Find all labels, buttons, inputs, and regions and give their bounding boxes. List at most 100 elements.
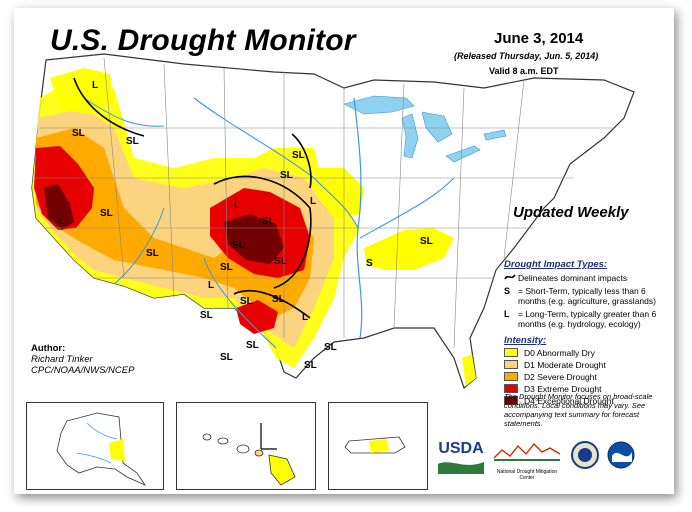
lake-michigan <box>401 113 419 159</box>
map-label: SL <box>146 248 159 259</box>
map-label: SL <box>262 216 275 227</box>
rio-grande <box>203 257 277 349</box>
short-term-key: S <box>504 286 511 296</box>
long-term-text: = Long-Term, typically greater than 6 mo… <box>518 309 657 329</box>
usda-wave-icon <box>438 462 484 474</box>
puerto-rico-inset <box>328 402 428 490</box>
legend-impact-line: Delineates dominant impacts <box>504 273 674 283</box>
commerce-seal <box>570 440 600 470</box>
ndmc-text: National Drought Mitigation Center <box>496 469 558 481</box>
d2-west <box>36 128 314 318</box>
ohio-river <box>359 177 455 239</box>
map-label: SL <box>232 240 245 251</box>
alaska-inset <box>26 402 164 490</box>
update-frequency: Updated Weekly <box>513 204 629 221</box>
d3-swatch <box>504 384 518 393</box>
map-label: SL <box>280 170 293 181</box>
intensity-heading: Intensity: <box>504 335 547 346</box>
d3-texas <box>236 300 278 334</box>
lake-superior <box>343 95 415 115</box>
d0-florida <box>462 354 476 386</box>
map-label: SL <box>200 310 213 321</box>
noaa-logo-icon <box>607 441 635 469</box>
colorado-river <box>113 207 165 285</box>
map-label: L <box>234 200 240 211</box>
d0-northwest <box>50 68 114 114</box>
d1-swatch <box>504 360 518 369</box>
map-label: L <box>208 280 214 291</box>
d0-swatch <box>504 348 518 357</box>
d0-southeast <box>364 228 454 270</box>
intensity-label: D3 Extreme Drought <box>524 383 602 394</box>
lake-ontario <box>483 129 507 141</box>
map-label: SL <box>220 352 233 363</box>
intensity-levels: D0 Abnormally Dry D1 Moderate Drought D2… <box>504 347 674 406</box>
intensity-row: D4 Exceptional Drought <box>504 395 674 406</box>
map-label: SL <box>324 342 337 353</box>
map-label: L <box>92 80 98 91</box>
map-label: SL <box>72 128 85 139</box>
legend-short-term: S = Short-Term, typically less than 6 mo… <box>504 286 674 306</box>
usda-text: USDA <box>438 440 484 457</box>
map-label: SL <box>220 262 233 273</box>
us-drought-map: L SL SL L SL SL SL L SL SL SL SL S SL SL… <box>31 53 635 423</box>
noaa-logo <box>606 440 636 470</box>
author-name: Richard Tinker <box>31 354 93 365</box>
author-org: CPC/NOAA/NWS/NCEP <box>31 365 135 376</box>
author-block: Author: Richard Tinker CPC/NOAA/NWS/NCEP <box>31 343 134 376</box>
boundary-line-icon <box>504 273 518 283</box>
map-label: SL <box>304 360 317 371</box>
hawaii-map <box>202 423 296 486</box>
d2-swatch <box>504 372 518 381</box>
impact-line-text: Delineates dominant impacts <box>518 273 628 283</box>
drought-monitor-frame: L SL SL L SL SL SL L SL SL SL SL S SL SL… <box>14 8 674 494</box>
d4-plains <box>224 214 284 264</box>
page-title: U.S. Drought Monitor <box>50 24 356 57</box>
usda-logo: USDA <box>438 440 484 480</box>
legend: Drought Impact Types: Delineates dominan… <box>504 259 674 406</box>
short-term-text: = Short-Term, typically less than 6 mont… <box>518 286 656 306</box>
puerto-rico-map <box>344 436 406 454</box>
intensity-row: D1 Moderate Drought <box>504 359 674 370</box>
lake-erie <box>445 145 481 163</box>
d4-california <box>44 184 74 230</box>
map-label: S <box>366 258 373 269</box>
map-label: SL <box>246 340 259 351</box>
release-date: (Released Thursday, Jun. 5, 2014) <box>454 51 599 61</box>
map-label: L <box>302 312 308 323</box>
map-label: SL <box>292 150 305 161</box>
intensity-label: D4 Exceptional Drought <box>524 395 614 406</box>
impact-boundaries <box>73 77 312 319</box>
long-term-key: L <box>504 309 510 319</box>
ndmc-logo: National Drought Mitigation Center <box>492 440 562 481</box>
map-label: L <box>310 196 316 207</box>
legend-long-term: L = Long-Term, typically greater than 6 … <box>504 309 674 329</box>
map-label: SL <box>240 296 253 307</box>
map-label: SL <box>420 236 433 247</box>
map-label: SL <box>272 294 285 305</box>
d4-swatch <box>504 396 518 405</box>
state-lines <box>36 57 614 349</box>
alaska-map <box>56 412 147 486</box>
map-date: June 3, 2014 <box>494 30 584 47</box>
intensity-row: D0 Abnormally Dry <box>504 347 674 358</box>
map-label: SL <box>274 256 287 267</box>
map-label: SL <box>100 208 113 219</box>
disclaimer-note: The Drought Monitor focuses on broad-sca… <box>504 392 653 428</box>
map-label: SL <box>126 136 139 147</box>
d0-midwest <box>314 168 364 218</box>
author-label: Author: <box>31 343 66 354</box>
ndmc-graph-icon <box>493 442 561 461</box>
intensity-label: D2 Severe Drought <box>524 371 597 382</box>
commerce-seal-icon <box>571 441 599 469</box>
lake-huron <box>421 111 453 143</box>
valid-time: Valid 8 a.m. EDT <box>489 66 559 76</box>
intensity-label: D0 Abnormally Dry <box>524 347 595 358</box>
snake-river <box>83 97 165 127</box>
map-label: L <box>58 216 64 227</box>
intensity-label: D1 Moderate Drought <box>524 359 606 370</box>
intensity-row: D3 Extreme Drought <box>504 383 674 394</box>
impact-types-heading: Drought Impact Types: <box>504 259 608 270</box>
intensity-row: D2 Severe Drought <box>504 371 674 382</box>
map-labels: L SL SL L SL SL SL L SL SL SL SL S SL SL… <box>58 80 433 423</box>
